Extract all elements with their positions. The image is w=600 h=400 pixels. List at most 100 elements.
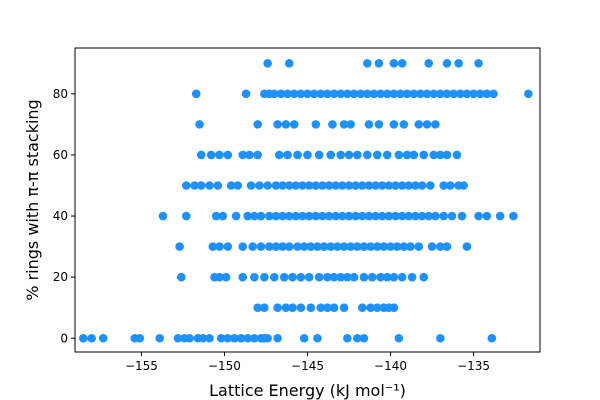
data-point — [273, 120, 282, 129]
data-point — [233, 181, 243, 190]
data-point — [208, 242, 218, 251]
y-axis-label: % rings with π-π stacking — [23, 99, 42, 300]
data-point — [243, 333, 253, 343]
data-point — [265, 242, 274, 251]
data-point — [459, 181, 468, 190]
data-point — [372, 303, 382, 313]
data-point — [358, 303, 367, 313]
data-point — [158, 211, 168, 221]
data-point — [382, 272, 392, 282]
data-point — [382, 89, 392, 99]
x-axis-label: Lattice Energy (kJ mol⁻¹) — [209, 381, 406, 400]
data-point — [216, 333, 226, 343]
data-point — [338, 181, 347, 190]
data-point — [306, 303, 316, 313]
data-point — [236, 333, 246, 343]
data-point — [263, 58, 272, 68]
y-tick-label: 40 — [53, 209, 68, 223]
data-point — [389, 272, 399, 282]
data-point — [346, 120, 355, 129]
data-point — [417, 211, 427, 221]
x-tick-label: −135 — [457, 359, 490, 373]
data-point — [402, 89, 412, 99]
data-point — [311, 181, 321, 190]
data-point — [422, 120, 432, 129]
data-point — [196, 181, 206, 190]
data-point — [436, 89, 445, 99]
data-point — [215, 150, 224, 160]
data-point — [482, 211, 492, 221]
data-point — [411, 211, 420, 221]
data-point — [339, 303, 349, 313]
data-point — [241, 89, 251, 99]
data-point — [389, 120, 399, 129]
data-point — [296, 89, 306, 99]
data-point — [374, 58, 384, 68]
data-point — [417, 181, 427, 190]
data-point — [384, 181, 394, 190]
data-point — [339, 242, 349, 251]
data-point — [397, 272, 407, 282]
data-point — [316, 303, 326, 313]
data-point — [313, 333, 322, 343]
data-point — [367, 272, 377, 282]
data-point — [230, 333, 239, 343]
data-point — [213, 181, 223, 190]
data-point — [482, 89, 492, 99]
data-point — [344, 211, 354, 221]
y-tick-label: 80 — [53, 87, 68, 101]
data-point — [324, 181, 334, 190]
data-point — [457, 211, 467, 221]
data-point — [265, 211, 274, 221]
data-point — [391, 181, 400, 190]
data-point — [238, 242, 248, 251]
data-point — [176, 272, 186, 282]
data-point — [343, 272, 352, 282]
data-point — [346, 242, 355, 251]
data-point — [304, 181, 314, 190]
data-point — [205, 181, 214, 190]
data-point — [324, 211, 334, 221]
data-point — [409, 150, 419, 160]
data-point — [223, 333, 233, 343]
data-point — [344, 150, 354, 160]
data-point — [304, 211, 314, 221]
data-point — [427, 242, 437, 251]
data-point — [291, 181, 301, 190]
data-point — [323, 272, 332, 282]
data-point — [329, 303, 339, 313]
data-point — [442, 89, 452, 99]
ticks-layer: −155 −150 −145 −140 −135 0 20 40 60 80 — [53, 87, 490, 373]
data-point — [366, 242, 375, 251]
data-point — [389, 89, 399, 99]
data-point — [331, 211, 341, 221]
data-point — [353, 150, 362, 160]
data-point — [215, 242, 224, 251]
data-point — [414, 242, 424, 251]
data-point — [313, 242, 322, 251]
data-point — [372, 150, 382, 160]
data-point — [349, 272, 359, 282]
data-point — [299, 333, 309, 343]
data-point — [263, 333, 272, 343]
data-point — [436, 150, 445, 160]
data-point — [281, 303, 291, 313]
data-point — [474, 211, 483, 221]
data-point — [273, 303, 282, 313]
data-point — [323, 89, 332, 99]
data-point — [351, 181, 360, 190]
data-point — [289, 89, 299, 99]
data-point — [353, 242, 362, 251]
data-point — [439, 181, 448, 190]
data-point — [469, 89, 478, 99]
data-point — [196, 150, 206, 160]
data-point — [358, 211, 367, 221]
data-point — [253, 150, 262, 160]
data-point — [269, 89, 279, 99]
data-point — [319, 242, 329, 251]
y-tick-label: 0 — [60, 331, 68, 345]
data-point — [338, 211, 347, 221]
data-point — [353, 333, 362, 343]
data-point — [278, 242, 287, 251]
